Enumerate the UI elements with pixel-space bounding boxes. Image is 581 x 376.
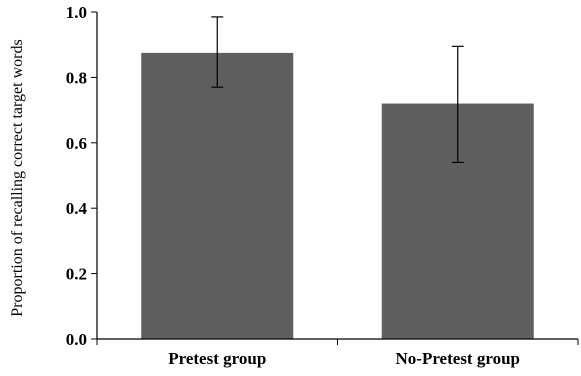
bars-layer <box>141 52 534 339</box>
y-tick-label-2: 0.4 <box>66 199 88 218</box>
y-tick-label-4: 0.8 <box>66 68 87 87</box>
bar-1 <box>141 52 294 339</box>
labels-layer: Pretest group No-Pretest group 0.0 0.2 0.4 0.… <box>66 3 520 368</box>
y-tick-label-1: 0.2 <box>66 265 87 284</box>
y-tick-label-3: 0.6 <box>66 134 87 153</box>
axes-layer <box>91 11 579 345</box>
y-tick-label-0: 0.0 <box>66 330 87 349</box>
y-tick-label-5: 1.0 <box>66 3 87 22</box>
error-bars-layer <box>211 16 464 164</box>
x-tick-label-1: Pretest group <box>168 349 266 368</box>
y-axis-title: Proportion of recalling correct target w… <box>9 39 26 316</box>
x-tick-label-2: No-Pretest group <box>396 349 521 368</box>
